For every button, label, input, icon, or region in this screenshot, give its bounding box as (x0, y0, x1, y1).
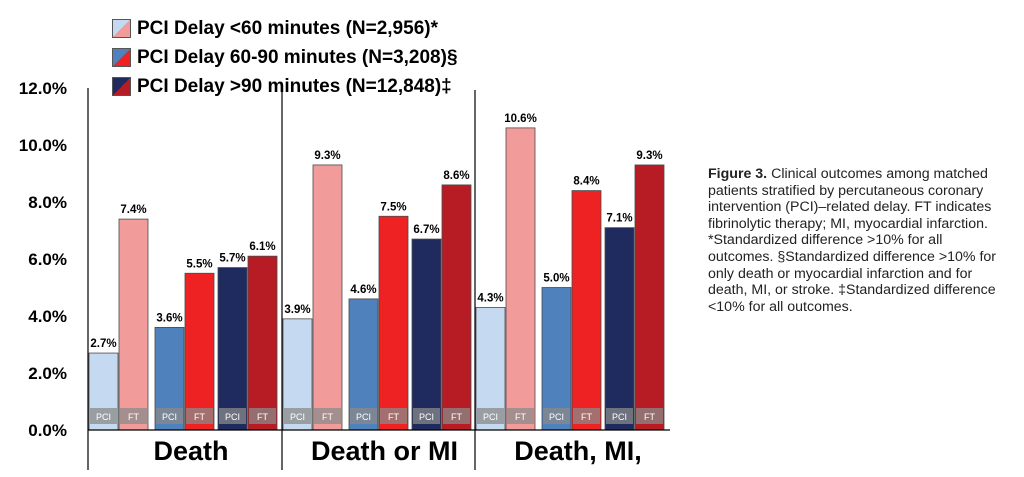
bar-tag-label: PCI (483, 412, 498, 422)
legend-label: PCI Delay <60 minutes (N=2,956)* (137, 17, 438, 39)
bar-value-label: 4.3% (477, 292, 503, 304)
bar-tag-label: FT (128, 412, 139, 422)
bar-tag-background (314, 408, 341, 424)
bar-tag-background (284, 408, 311, 424)
caption-text: Clinical outcomes among matched patients… (708, 166, 997, 315)
y-tick-label: 0.0% (28, 421, 67, 440)
bar-value-label: 6.7% (413, 224, 439, 236)
bar (571, 190, 602, 431)
bar-value-label: 2.7% (90, 338, 116, 350)
y-tick-label: 2.0% (28, 364, 67, 383)
legend-item: PCI Delay 60-90 minutes (N=3,208)§ (112, 43, 458, 72)
bar (217, 267, 248, 431)
bar (441, 184, 472, 431)
bar-value-label: 5.7% (219, 253, 245, 265)
bar-value-label: 7.1% (606, 213, 632, 225)
y-tick-label: 10.0% (19, 136, 67, 155)
bar (247, 255, 278, 431)
bar-tag-background (543, 408, 570, 424)
bar-value-label: 9.3% (314, 150, 340, 162)
legend-swatch (112, 48, 131, 67)
bar-value-label: 5.5% (186, 258, 212, 270)
group-label: Death, MI, (514, 436, 642, 466)
legend-item: PCI Delay >90 minutes (N=12,848)‡ (112, 72, 458, 101)
bar (118, 218, 149, 431)
legend-swatch (112, 77, 131, 96)
bar (634, 164, 665, 431)
group-label: Death (153, 436, 228, 466)
legend-swatch (112, 19, 131, 38)
legend-label: PCI Delay 60-90 minutes (N=3,208)§ (137, 46, 458, 68)
bar-tag-background (380, 408, 407, 424)
bar-tag-label: FT (581, 412, 592, 422)
bar-tag-background (477, 408, 504, 424)
chart-legend: PCI Delay <60 minutes (N=2,956)* PCI Del… (112, 14, 458, 101)
legend-item: PCI Delay <60 minutes (N=2,956)* (112, 14, 458, 43)
bar-value-label: 9.3% (636, 150, 662, 162)
bar-tag-background (507, 408, 534, 424)
bar-value-label: 3.9% (284, 304, 310, 316)
bar-tag-label: FT (257, 412, 268, 422)
bar (604, 227, 635, 431)
bar-tag-background (636, 408, 663, 424)
bar-value-label: 3.6% (156, 312, 182, 324)
bar-tag-background (249, 408, 276, 424)
bar-tag-background (219, 408, 246, 424)
bar-tag-background (156, 408, 183, 424)
bar-tag-background (90, 408, 117, 424)
bar-tag-label: PCI (549, 412, 564, 422)
bar-tag-background (573, 408, 600, 424)
bar-value-label: 7.4% (120, 204, 146, 216)
bar (505, 127, 536, 431)
bar-value-label: 8.6% (443, 170, 469, 182)
bar (378, 215, 409, 431)
bar-tag-label: PCI (96, 412, 111, 422)
bar-tag-background (606, 408, 633, 424)
bar-tag-label: PCI (612, 412, 627, 422)
bar-tag-label: PCI (419, 412, 434, 422)
bar-tag-label: FT (515, 412, 526, 422)
bar-tag-label: FT (322, 412, 333, 422)
bar (411, 238, 442, 431)
bar-tag-label: PCI (225, 412, 240, 422)
bar-tag-background (186, 408, 213, 424)
bar-tag-background (443, 408, 470, 424)
bar-value-label: 7.5% (380, 201, 406, 213)
y-tick-label: 6.0% (28, 250, 67, 269)
bar-value-label: 6.1% (249, 241, 275, 253)
bar-tag-label: FT (388, 412, 399, 422)
bar-tag-label: FT (451, 412, 462, 422)
group-label: Death or MI (311, 436, 458, 466)
bar-tag-label: PCI (290, 412, 305, 422)
y-tick-label: 8.0% (28, 193, 67, 212)
bar-value-label: 5.0% (543, 273, 569, 285)
figure-caption: Figure 3. Clinical outcomes among matche… (708, 166, 1008, 315)
caption-lead: Figure 3. (708, 166, 768, 182)
bar-tag-label: PCI (162, 412, 177, 422)
bar-tag-background (413, 408, 440, 424)
y-tick-label: 12.0% (19, 79, 67, 98)
y-tick-label: 4.0% (28, 307, 67, 326)
bar-tag-label: FT (194, 412, 205, 422)
bar-tag-background (350, 408, 377, 424)
bar (312, 164, 343, 431)
bar-tag-label: FT (644, 412, 655, 422)
bar-value-label: 10.6% (504, 113, 537, 125)
bar-tag-label: PCI (356, 412, 371, 422)
bar-tag-background (120, 408, 147, 424)
legend-label: PCI Delay >90 minutes (N=12,848)‡ (137, 75, 452, 97)
bar-value-label: 4.6% (350, 284, 376, 296)
bar-value-label: 8.4% (573, 176, 599, 188)
bar (184, 272, 215, 431)
